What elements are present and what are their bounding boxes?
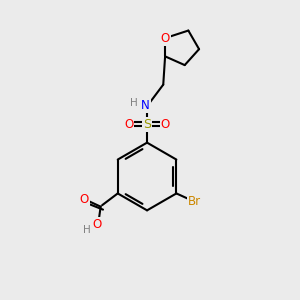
Text: H: H (83, 225, 91, 235)
Text: O: O (80, 193, 89, 206)
Text: O: O (160, 32, 170, 45)
Text: H: H (130, 98, 138, 108)
Text: O: O (124, 118, 134, 131)
Text: N: N (141, 99, 150, 112)
Text: O: O (92, 218, 102, 231)
Text: S: S (143, 118, 151, 131)
Text: O: O (161, 118, 170, 131)
Text: Br: Br (188, 195, 201, 208)
